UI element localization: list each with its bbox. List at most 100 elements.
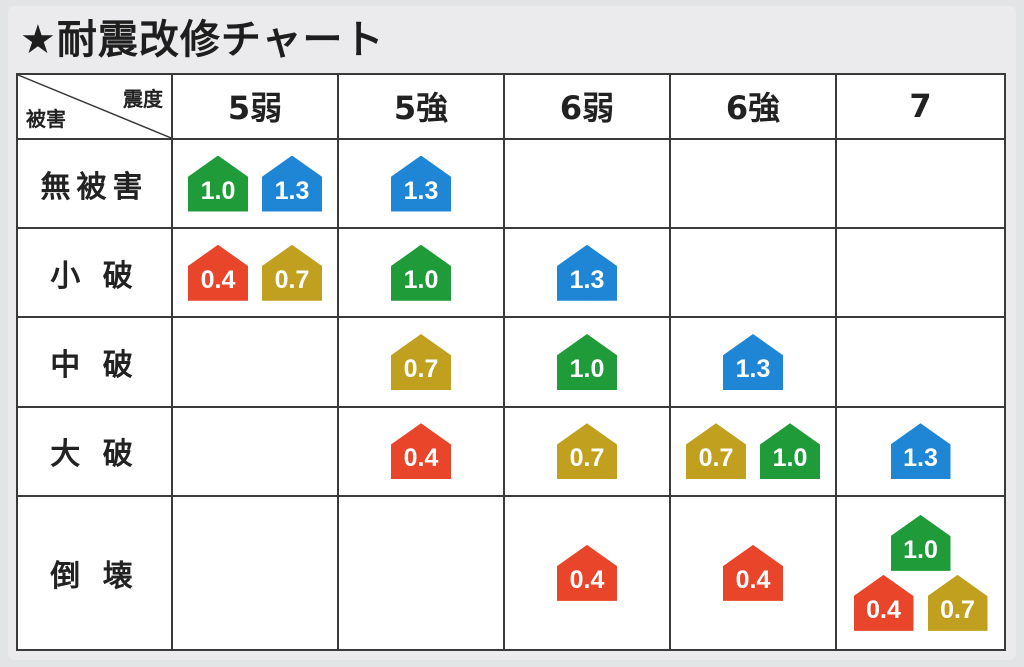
house-marker: 0.7 xyxy=(686,423,746,480)
house-value: 0.4 xyxy=(200,265,236,294)
table-cell xyxy=(503,137,671,230)
house-marker: 0.4 xyxy=(188,244,248,301)
house-value: 0.7 xyxy=(940,595,975,624)
house-marker: 1.0 xyxy=(760,423,820,480)
table-cell: 1.0 1.3 xyxy=(171,137,339,230)
corner-damage-label: 被害 xyxy=(26,106,66,131)
row-header: 倒 壊 xyxy=(16,494,173,652)
house-value: 1.3 xyxy=(735,354,771,383)
row-header: 無被害 xyxy=(16,137,173,230)
chart-title: ★耐震改修チャート xyxy=(20,17,385,63)
table-cell: 1.0 xyxy=(337,227,505,319)
table-cell xyxy=(835,137,1006,230)
table-cell: 1.3 xyxy=(835,405,1006,497)
house-value: 0.7 xyxy=(274,265,310,294)
house-group: 1.0 1.3 xyxy=(173,155,337,212)
table-cell xyxy=(835,316,1006,408)
table-cell: 0.4 xyxy=(337,405,505,497)
house-value: 1.0 xyxy=(569,354,605,383)
house-marker: 0.7 xyxy=(557,423,617,480)
corner-diagonal xyxy=(18,75,171,138)
table-cell: 0.4 xyxy=(503,494,671,652)
table-row: 無被害 1.0 1.3 1.3 xyxy=(16,137,1006,230)
house-marker: 1.3 xyxy=(723,333,783,390)
house-group: 1.0 xyxy=(339,244,503,301)
row-header: 小 破 xyxy=(16,227,173,319)
house-marker: 1.0 xyxy=(188,155,248,212)
table-row: 中 破 0.7 1.0 1.3 xyxy=(16,316,1006,408)
retrofit-chart-table: 震度 被害 5弱 5強 6弱 6強 7 無被害 1.0 1.3 1.3 小 破 0.4 0.… xyxy=(16,73,1006,652)
house-value: 1.3 xyxy=(403,176,439,205)
column-header: 5強 xyxy=(337,73,505,140)
column-header: 6強 xyxy=(669,73,837,140)
house-marker: 0.7 xyxy=(927,574,988,631)
table-cell: 1.3 xyxy=(503,227,671,319)
house-marker: 1.0 xyxy=(391,244,451,301)
house-value: 0.7 xyxy=(403,354,439,383)
house-group: 0.4 xyxy=(505,544,669,601)
table-row: 大 破 0.4 0.7 0.7 1.0 1.3 xyxy=(16,405,1006,497)
house-value: 0.4 xyxy=(569,565,605,594)
house-value: 1.0 xyxy=(403,265,439,294)
table-cell xyxy=(171,405,339,497)
house-marker: 0.4 xyxy=(853,574,914,631)
table-cell xyxy=(171,316,339,408)
house-marker: 0.7 xyxy=(262,244,322,301)
corner-intensity-label: 震度 xyxy=(123,87,163,111)
row-header: 中 破 xyxy=(16,316,173,408)
row-header: 大 破 xyxy=(16,405,173,497)
house-group: 0.7 xyxy=(339,333,503,390)
house-marker: 0.4 xyxy=(723,544,783,601)
house-marker: 1.3 xyxy=(557,244,617,301)
house-group: 1.3 xyxy=(339,155,503,212)
house-marker: 1.0 xyxy=(890,514,951,571)
house-value: 0.4 xyxy=(403,444,439,473)
table-cell xyxy=(669,137,837,230)
table-cell: 1.0 0.4 0.7 xyxy=(835,494,1006,652)
house-group: 0.7 1.0 xyxy=(671,423,835,480)
table-row: 倒 壊 0.4 0.4 1.0 0.4 0.7 xyxy=(16,494,1006,652)
table-cell: 0.7 xyxy=(337,316,505,408)
house-group-bottom: 0.4 0.7 xyxy=(853,574,988,631)
table-cell: 0.4 0.7 xyxy=(171,227,339,319)
house-marker: 0.7 xyxy=(391,333,451,390)
house-group: 1.3 xyxy=(837,423,1004,480)
header-row: 震度 被害 5弱 5強 6弱 6強 7 xyxy=(16,73,1006,140)
house-value: 0.7 xyxy=(569,444,605,473)
column-header: 5弱 xyxy=(171,73,339,140)
house-marker: 1.3 xyxy=(890,423,951,480)
house-group: 1.0 xyxy=(505,333,669,390)
house-value: 1.3 xyxy=(274,176,310,205)
corner-cell: 震度 被害 xyxy=(16,73,173,140)
house-marker: 0.4 xyxy=(557,544,617,601)
column-header: 6弱 xyxy=(503,73,671,140)
house-marker: 0.4 xyxy=(391,423,451,480)
table-cell: 0.7 xyxy=(503,405,671,497)
table-cell: 0.4 xyxy=(669,494,837,652)
house-group-top: 1.0 xyxy=(890,514,951,571)
table-cell: 0.7 1.0 xyxy=(669,405,837,497)
table-cell xyxy=(835,227,1006,319)
house-value: 0.4 xyxy=(735,565,771,594)
house-group: 0.4 xyxy=(339,423,503,480)
house-group: 1.3 xyxy=(671,333,835,390)
table-cell xyxy=(337,494,505,652)
table-cell: 1.3 xyxy=(669,316,837,408)
chart-body: 無被害 1.0 1.3 1.3 小 破 0.4 0.7 1.0 1.3 中 破 0.7 1.0 1.3 大… xyxy=(16,137,1006,652)
house-group: 0.7 xyxy=(505,423,669,480)
house-value: 1.3 xyxy=(903,444,938,473)
table-cell: 1.3 xyxy=(337,137,505,230)
house-value: 0.7 xyxy=(698,444,734,473)
house-value: 1.0 xyxy=(772,444,808,473)
table-row: 小 破 0.4 0.7 1.0 1.3 xyxy=(16,227,1006,319)
house-marker: 1.3 xyxy=(262,155,322,212)
house-value: 0.4 xyxy=(866,595,901,624)
house-group: 0.4 xyxy=(671,544,835,601)
column-header: 7 xyxy=(835,73,1006,140)
house-group: 1.0 0.4 0.7 xyxy=(837,514,1004,631)
table-cell xyxy=(171,494,339,652)
house-group: 1.3 xyxy=(505,244,669,301)
table-cell: 1.0 xyxy=(503,316,671,408)
table-cell xyxy=(669,227,837,319)
house-group: 0.4 0.7 xyxy=(173,244,337,301)
